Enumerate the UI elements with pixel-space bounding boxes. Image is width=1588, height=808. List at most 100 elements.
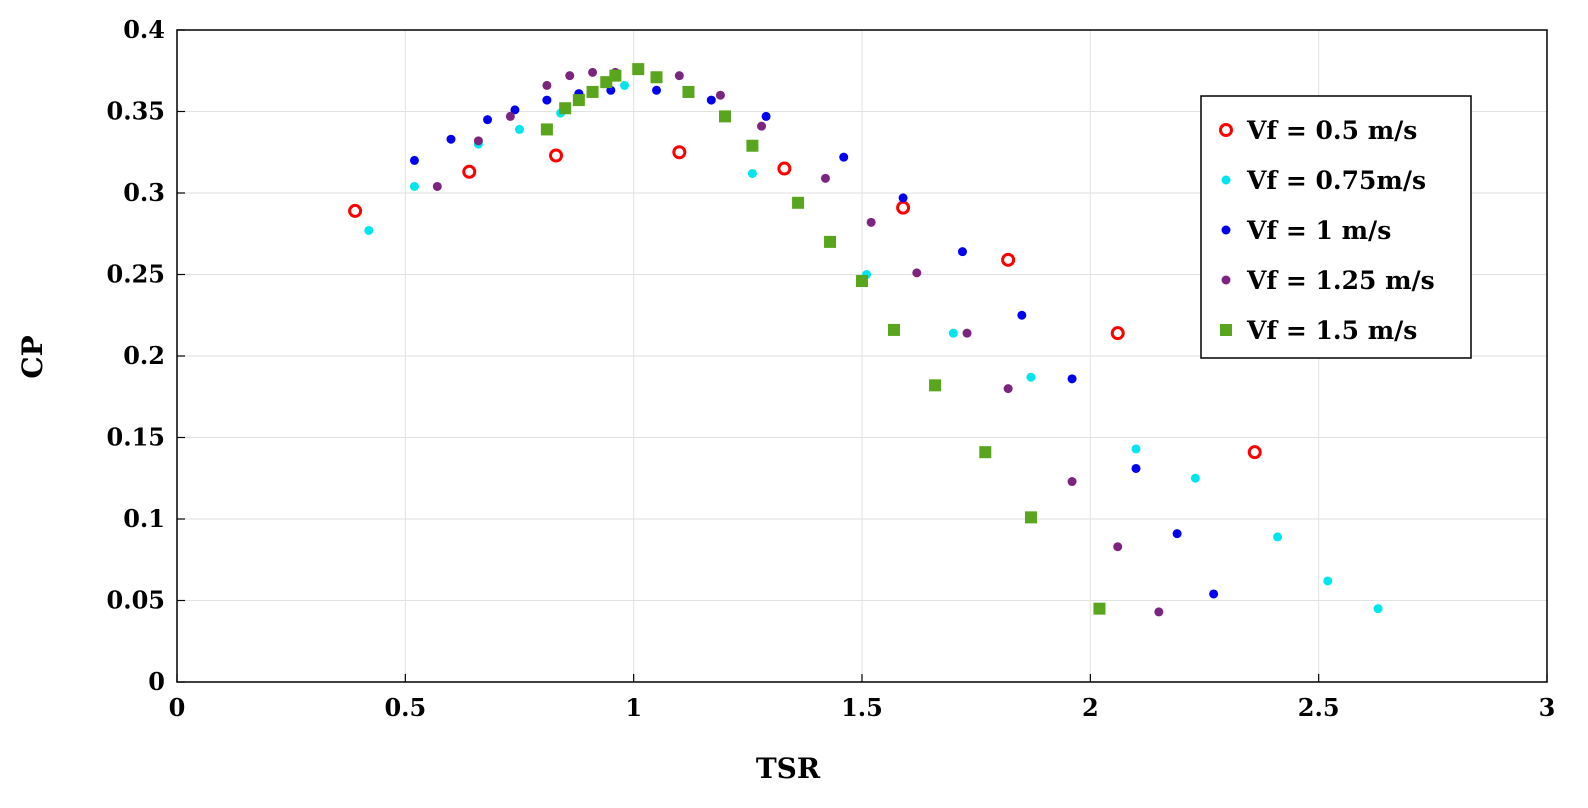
legend-box (1200, 95, 1472, 359)
data-point (1323, 576, 1333, 586)
data-point (957, 247, 967, 257)
y-tick-label: 0.4 (123, 15, 165, 44)
data-point (446, 134, 456, 144)
data-point (620, 80, 630, 90)
data-point (856, 275, 868, 288)
y-axis-label: CP (16, 335, 49, 378)
legend-marker (1219, 123, 1233, 137)
data-point (462, 164, 477, 179)
y-tick-label: 0.2 (123, 341, 165, 370)
data-point (473, 136, 483, 146)
legend-entry-label: Vf = 0.5 m/s (1246, 116, 1417, 145)
data-point (1190, 473, 1200, 483)
legend-marker (1221, 225, 1231, 235)
legend-entry-label: Vf = 1.5 m/s (1246, 316, 1417, 345)
data-point (650, 71, 663, 84)
data-point (515, 124, 524, 134)
data-point (510, 105, 520, 115)
data-point (632, 63, 645, 76)
data-point (792, 196, 805, 209)
data-point (549, 148, 564, 163)
series-1 (348, 145, 1262, 460)
data-point (1113, 542, 1123, 552)
data-point (747, 168, 757, 178)
x-tick-label: 1 (625, 693, 642, 722)
data-point (887, 323, 900, 336)
data-point (746, 139, 759, 152)
data-point (682, 85, 695, 98)
data-point (588, 67, 598, 77)
data-point (674, 71, 684, 81)
data-point (820, 173, 830, 183)
data-point (1003, 384, 1013, 394)
data-point (609, 69, 622, 82)
series-4 (432, 67, 1164, 617)
y-tick-label: 0.05 (107, 586, 165, 615)
x-tick-label: 1.5 (841, 693, 883, 722)
data-point (1131, 463, 1141, 473)
data-point (1026, 372, 1036, 382)
y-tick-label: 0.1 (123, 504, 165, 533)
legend: Vf = 0.5 m/s Vf = 0.75m/s Vf = 1 m/s Vf = 1… (1200, 95, 1472, 359)
x-tick-label: 0 (169, 693, 186, 722)
data-point (1093, 602, 1106, 615)
axis-ticks: 0 0.5 1 1.5 2 2.5 3 0 0.05 0.1 0.15 0.2 0.25 0.3 0.35 0… (107, 15, 1556, 722)
y-tick-label: 0.25 (107, 260, 165, 289)
y-tick-label: 0 (148, 667, 165, 696)
data-point (777, 161, 792, 176)
legend-marker (1221, 275, 1231, 285)
data-point (483, 115, 493, 125)
legend-entry-label: Vf = 1 m/s (1246, 216, 1391, 245)
series-5 (540, 63, 1106, 615)
data-point (706, 95, 716, 105)
data-point (559, 102, 572, 115)
data-point (1172, 529, 1182, 539)
data-point (1017, 310, 1027, 320)
data-point (1110, 326, 1125, 341)
data-point (565, 71, 575, 81)
legend-marker (1221, 175, 1231, 185)
data-point (542, 95, 552, 105)
series-3 (409, 85, 1219, 599)
data-point (1273, 532, 1283, 542)
data-point (1131, 444, 1141, 454)
data-point (948, 328, 958, 338)
data-point (600, 76, 613, 89)
data-point (898, 193, 908, 203)
data-point (839, 152, 849, 162)
data-point (672, 145, 687, 160)
series-2 (364, 80, 1383, 614)
data-point (505, 111, 515, 121)
data-point (719, 110, 731, 123)
data-point (348, 203, 363, 218)
data-point (540, 123, 553, 136)
data-point (1373, 604, 1383, 614)
legend-marker (1220, 324, 1232, 336)
y-tick-label: 0.3 (123, 178, 165, 207)
data-point (364, 225, 374, 235)
data-point (542, 80, 552, 90)
data-point (1067, 477, 1077, 487)
data-point (1247, 445, 1262, 460)
data-point (1024, 511, 1037, 524)
data-point (1001, 252, 1016, 267)
x-tick-label: 2 (1082, 693, 1099, 722)
data-point (1067, 374, 1077, 384)
x-tick-label: 0.5 (384, 693, 426, 722)
x-tick-label: 2.5 (1298, 693, 1340, 722)
data-point (866, 217, 876, 227)
data-point (652, 85, 661, 95)
data-point (586, 85, 599, 98)
data-point (912, 268, 922, 278)
data-point (761, 111, 771, 121)
data-point (757, 121, 767, 131)
legend-entry-label: Vf = 1.25 m/s (1246, 266, 1435, 295)
data-point (979, 446, 992, 459)
data-point (572, 94, 585, 107)
y-tick-label: 0.15 (107, 423, 165, 452)
x-axis-label: TSR (756, 752, 821, 785)
data-points (348, 63, 1383, 617)
x-tick-label: 3 (1539, 693, 1556, 722)
data-point (1209, 589, 1219, 599)
data-point (409, 181, 419, 191)
